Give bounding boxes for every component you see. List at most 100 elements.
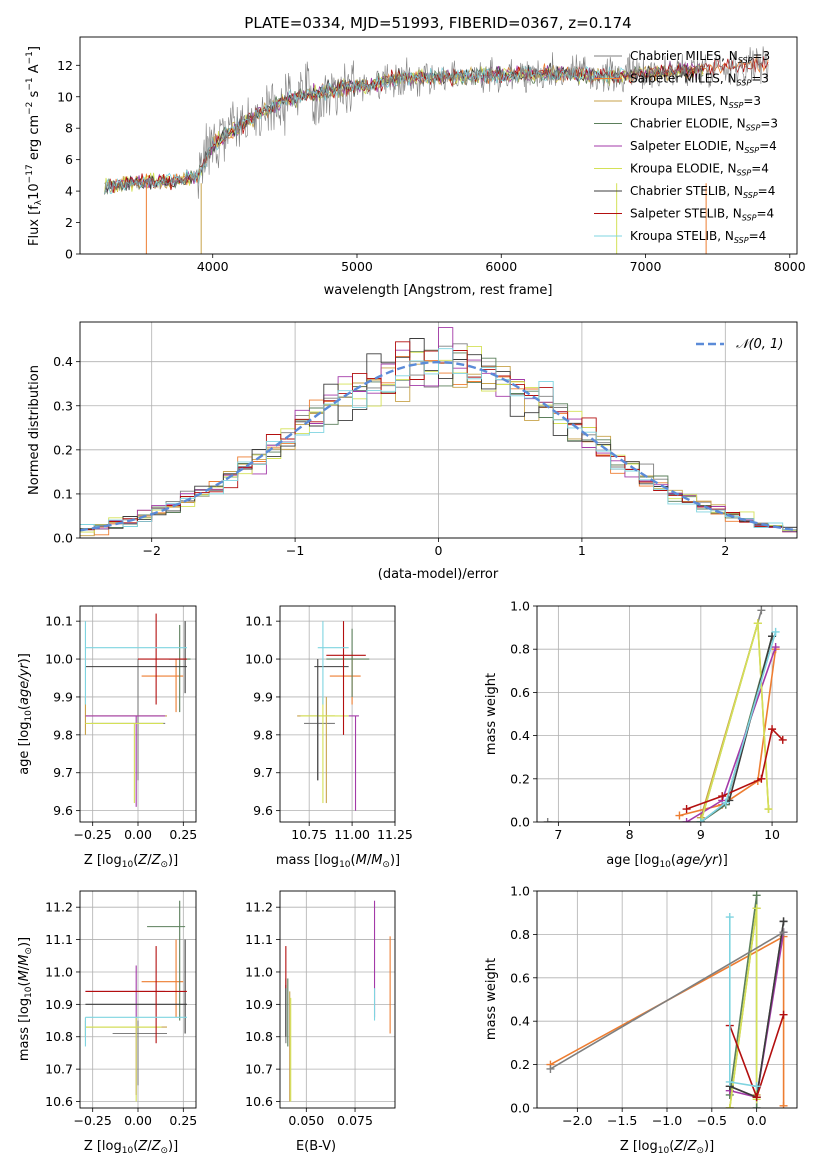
legend-label: 𝒩(0, 1) <box>736 337 783 352</box>
legend-label: Kroupa ELODIE, NSSP=4 <box>630 162 769 178</box>
residual-histogram: −2 −1 0 1 2 0.0 0.1 0.2 0.3 0.4 𝒩(0, 1) <box>53 321 798 558</box>
y-tick-label: 11.1 <box>45 932 73 947</box>
mass-weight-vs-age-plot: 7 8 9 10 0.0 0.2 0.4 0.6 0.8 1.0 <box>510 599 798 842</box>
y-tick-label: 11.0 <box>245 964 273 979</box>
age-ylabel: age [log10(age/yr)] <box>17 653 34 775</box>
x-tick-label: 0.00 <box>124 827 152 842</box>
spectrum-ylabel: Flux [fλ10−17 erg cm−2 s−1 A−1] <box>25 46 44 246</box>
y-tick-label: 6 <box>65 152 73 167</box>
axes-frame <box>79 890 197 1109</box>
x-tick-label: 0.00 <box>124 1113 152 1128</box>
plot-area <box>546 891 788 1108</box>
y-tick-label: 11.1 <box>245 932 273 947</box>
mass-weight-marker <box>752 904 761 913</box>
mass-weight-marker <box>779 917 788 926</box>
mass-weight-marker <box>752 1104 761 1108</box>
mass-vs-ebv-plot: 0.050 0.075 10.6 10.7 10.8 10.9 11.0 11.1 11.2 <box>245 890 396 1128</box>
y-tick-label: 10.6 <box>245 1094 273 1109</box>
x-tick-label: 1 <box>578 543 586 558</box>
mass-weight-marker <box>682 805 691 814</box>
y-tick-label: 11.2 <box>245 900 273 915</box>
mass-weight-marker <box>696 818 705 822</box>
mass-weight-marker <box>682 818 691 822</box>
x-tick-label: 0.075 <box>337 1113 373 1128</box>
mass-weight-marker <box>718 792 727 801</box>
x-tick-label: 2 <box>721 543 729 558</box>
mass-weight-line <box>679 649 777 817</box>
y-tick-label: 0.6 <box>510 970 530 985</box>
y-tick-label: 0.1 <box>53 486 73 501</box>
mass-weight-marker <box>778 735 787 744</box>
spectrum-plot: 4000 5000 6000 7000 8000 0 2 4 6 8 10 12 Chabrier MI… <box>57 36 806 274</box>
plot-area <box>297 621 370 811</box>
mass-weight-marker <box>779 1101 788 1108</box>
y-tick-label: 10.9 <box>45 997 73 1012</box>
x-tick-label: 11.25 <box>377 827 413 842</box>
mass-weight-marker <box>725 913 734 922</box>
x-tick-label: 5000 <box>341 259 373 274</box>
x-tick-label: 0.25 <box>169 1113 197 1128</box>
y-tick-label: 10.7 <box>45 1062 73 1077</box>
y-tick-label: 10.6 <box>45 1094 73 1109</box>
y-tick-label: 10.1 <box>245 614 273 629</box>
y-tick-label: 0.2 <box>510 771 530 786</box>
axes-frame <box>279 890 396 1109</box>
axes-frame <box>536 890 798 1109</box>
x-tick-label: 8000 <box>774 259 806 274</box>
spectrum-legend: Chabrier MILES, NSSP=3 Salpeter MILES, NS… <box>594 49 778 245</box>
mass-weight-marker <box>771 643 780 652</box>
y-tick-label: 10.7 <box>245 1062 273 1077</box>
ebv-xlabel: E(B-V) <box>296 1139 336 1154</box>
mw-age-xlabel: age [log10(age/yr)] <box>606 853 728 870</box>
residual-xlabel: (data-model)/error <box>378 567 499 582</box>
mass-weight-marker <box>725 1104 734 1108</box>
mass-weight-marker <box>721 798 730 807</box>
mass-ylabel: mass [log10(M/M⊙)] <box>17 937 34 1061</box>
y-tick-label: 0.4 <box>510 1014 530 1029</box>
plot-area <box>285 900 391 1102</box>
y-tick-label: 9.8 <box>53 727 73 742</box>
observed-spectrum-line <box>104 46 769 199</box>
y-tick-label: 12 <box>57 58 73 73</box>
plot-area <box>80 327 797 537</box>
legend-label: Salpeter STELIB, NSSP=4 <box>630 207 774 223</box>
spectrum-xlabel: wavelength [Angstrom, rest frame] <box>324 283 553 298</box>
spectrum-title: PLATE=0334, MJD=51993, FIBERID=0367, z=0… <box>244 14 631 32</box>
x-tick-label: 7 <box>554 827 562 842</box>
y-tick-label: 2 <box>65 215 73 230</box>
x-tick-label: 11.00 <box>334 827 370 842</box>
x-tick-label: −2.0 <box>562 1113 592 1128</box>
residual-ylabel: Normed distribution <box>27 365 42 495</box>
axes-frame <box>79 605 197 823</box>
x-tick-label: −0.25 <box>74 1113 112 1128</box>
age-z-xlabel: Z [log10(Z/Z⊙)] <box>84 853 178 870</box>
x-tick-label: 10 <box>764 827 780 842</box>
age-vs-z-plot: −0.25 0.00 0.25 9.6 9.7 9.8 9.9 10.0 10.1 <box>45 605 197 842</box>
axes-frame <box>536 605 798 823</box>
mass-weight-marker <box>543 818 552 822</box>
mass-weight-vs-z-plot: −2.0 −1.5 −1.0 −0.5 0.0 0.0 0.2 0.4 0.6 0.8 1.0 <box>510 884 798 1128</box>
x-tick-label: 0.0 <box>747 1113 767 1128</box>
y-tick-label: 10.9 <box>245 997 273 1012</box>
x-tick-label: −1.0 <box>652 1113 682 1128</box>
x-tick-label: −0.25 <box>74 827 112 842</box>
mass-weight-marker <box>725 1077 734 1086</box>
legend-label: Salpeter ELODIE, NSSP=4 <box>630 139 777 155</box>
x-tick-label: 8 <box>626 827 634 842</box>
y-tick-label: 10.1 <box>45 614 73 629</box>
legend-label: Kroupa STELIB, NSSP=4 <box>630 229 766 245</box>
y-tick-label: 11.2 <box>45 900 73 915</box>
x-tick-label: −1 <box>286 543 304 558</box>
mass-weight-marker <box>768 725 777 734</box>
mass-weight-marker <box>757 606 766 615</box>
mass-weight-marker <box>764 805 773 814</box>
x-tick-label: 9 <box>697 827 705 842</box>
x-tick-label: 0 <box>435 543 443 558</box>
y-tick-label: 9.6 <box>253 803 273 818</box>
y-tick-label: 0.6 <box>510 685 530 700</box>
mass-weight-marker <box>675 811 684 820</box>
legend-label: Kroupa MILES, NSSP=3 <box>630 94 761 110</box>
y-tick-label: 11.0 <box>45 964 73 979</box>
mass-weight-marker <box>771 627 780 636</box>
mass-weight-marker <box>779 1010 788 1019</box>
